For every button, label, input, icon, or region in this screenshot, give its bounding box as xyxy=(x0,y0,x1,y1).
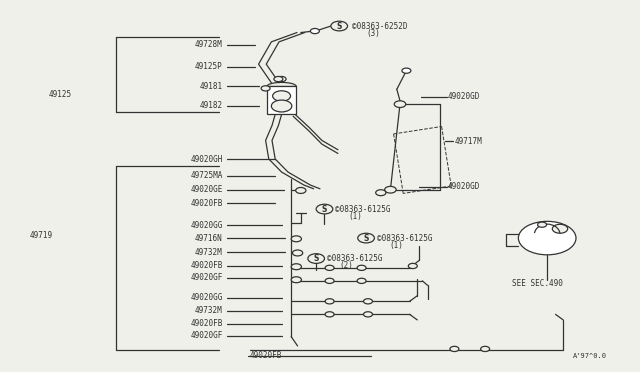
Text: ©08363-6125G: ©08363-6125G xyxy=(335,205,391,214)
Text: 49719: 49719 xyxy=(29,231,52,240)
Text: 49020GG: 49020GG xyxy=(190,293,223,302)
Text: (3): (3) xyxy=(366,29,380,38)
Text: 49020GE: 49020GE xyxy=(190,185,223,194)
Text: 49020FB: 49020FB xyxy=(250,351,282,360)
Circle shape xyxy=(292,250,303,256)
Text: S: S xyxy=(322,205,327,214)
Circle shape xyxy=(325,265,334,270)
Text: 49020GD: 49020GD xyxy=(448,182,481,191)
Circle shape xyxy=(357,278,366,283)
Circle shape xyxy=(291,277,301,283)
Text: (2): (2) xyxy=(340,261,354,270)
Circle shape xyxy=(316,204,333,214)
Circle shape xyxy=(450,346,459,352)
Text: 49716N: 49716N xyxy=(195,234,223,243)
Text: S: S xyxy=(337,22,342,31)
Text: SEE SEC.490: SEE SEC.490 xyxy=(512,279,563,288)
Text: S: S xyxy=(314,254,319,263)
Text: 49020GH: 49020GH xyxy=(190,155,223,164)
Circle shape xyxy=(325,278,334,283)
Text: 49125: 49125 xyxy=(49,90,72,99)
Text: 49732M: 49732M xyxy=(195,248,223,257)
Text: 49717M: 49717M xyxy=(454,137,482,146)
Text: (1): (1) xyxy=(348,212,362,221)
Circle shape xyxy=(518,221,576,255)
Circle shape xyxy=(376,190,386,196)
Text: A'97^0.0: A'97^0.0 xyxy=(573,353,607,359)
Circle shape xyxy=(325,312,334,317)
Text: S: S xyxy=(364,234,369,243)
FancyBboxPatch shape xyxy=(267,87,296,115)
Circle shape xyxy=(291,264,301,270)
Circle shape xyxy=(325,299,334,304)
Circle shape xyxy=(385,186,396,193)
Text: 49020GF: 49020GF xyxy=(190,331,223,340)
Circle shape xyxy=(274,77,283,82)
Circle shape xyxy=(261,86,270,91)
Circle shape xyxy=(364,312,372,317)
Circle shape xyxy=(358,233,374,243)
Text: 49125P: 49125P xyxy=(195,62,223,71)
Circle shape xyxy=(271,100,292,112)
Text: 49728M: 49728M xyxy=(195,40,223,49)
Circle shape xyxy=(277,77,286,82)
Circle shape xyxy=(273,91,291,101)
Text: 49020FB: 49020FB xyxy=(190,261,223,270)
Text: 49020FB: 49020FB xyxy=(190,319,223,328)
Circle shape xyxy=(310,29,319,34)
Circle shape xyxy=(291,236,301,242)
Text: 49020GF: 49020GF xyxy=(190,273,223,282)
Circle shape xyxy=(394,101,406,108)
Text: 49182: 49182 xyxy=(200,101,223,110)
Text: ©08363-6252D: ©08363-6252D xyxy=(352,22,408,31)
Text: 49181: 49181 xyxy=(200,82,223,91)
Circle shape xyxy=(408,263,417,269)
Circle shape xyxy=(331,21,348,31)
Circle shape xyxy=(308,254,324,263)
Circle shape xyxy=(538,222,547,227)
Text: ©08363-6125G: ©08363-6125G xyxy=(377,234,433,243)
Text: 49725MA: 49725MA xyxy=(190,171,223,180)
Text: 49020GG: 49020GG xyxy=(190,221,223,230)
Text: 49020FB: 49020FB xyxy=(190,199,223,208)
Circle shape xyxy=(364,299,372,304)
Text: 49732M: 49732M xyxy=(195,306,223,315)
Text: 49020GD: 49020GD xyxy=(448,92,481,101)
Circle shape xyxy=(357,265,366,270)
Circle shape xyxy=(481,346,490,352)
Circle shape xyxy=(402,68,411,73)
Circle shape xyxy=(552,224,568,233)
Text: (1): (1) xyxy=(390,241,404,250)
Circle shape xyxy=(296,187,306,193)
Text: ©08363-6125G: ©08363-6125G xyxy=(327,254,383,263)
